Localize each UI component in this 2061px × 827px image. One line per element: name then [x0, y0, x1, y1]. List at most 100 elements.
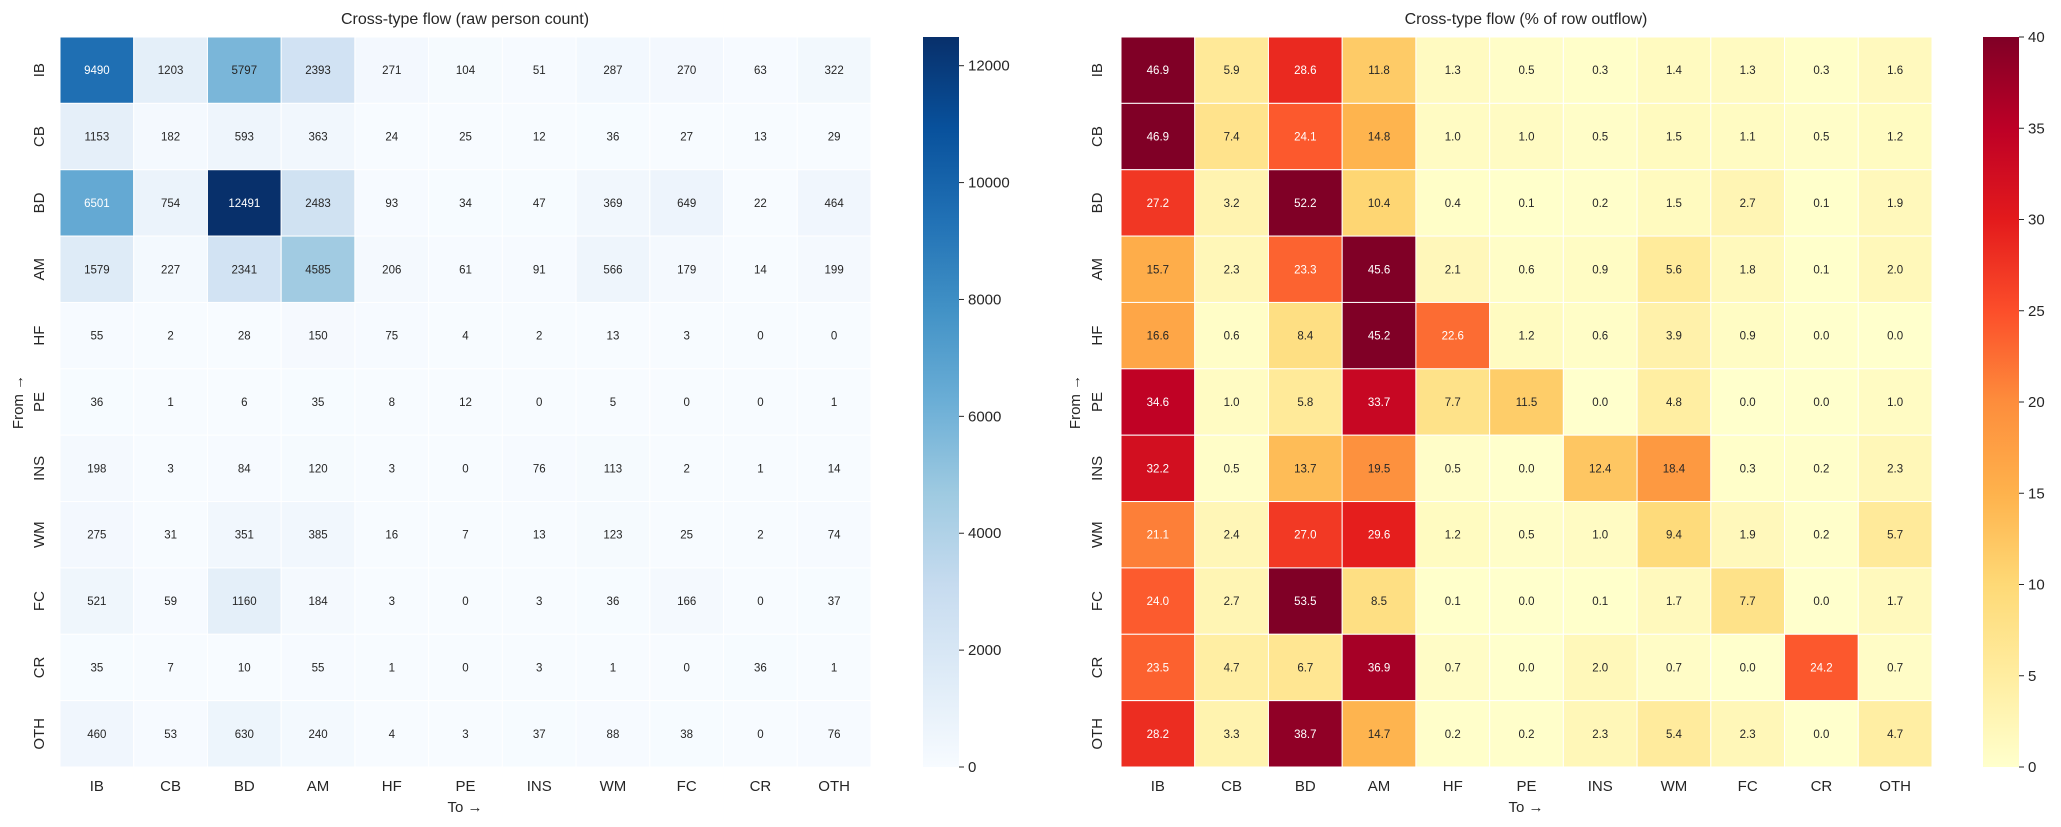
raw-count-cell-label: 12	[533, 132, 546, 144]
raw-count-cell-label: 184	[308, 596, 328, 608]
percent-cell-INS-FC	[1710, 434, 1786, 503]
raw-count-cell-label: 649	[677, 198, 696, 210]
percent-cell-AM-WM	[1636, 235, 1712, 303]
percent-cell-CR-WM	[1636, 633, 1712, 702]
percent-x-axis-label: To →	[1508, 799, 1543, 816]
percent-cell-IB-CB	[1194, 36, 1269, 104]
percent-cell-label: 2.3	[1592, 729, 1608, 741]
percent-cell-label: 45.6	[1368, 264, 1390, 276]
percent-cell-label: 0.4	[1445, 198, 1462, 210]
percent-y-tick-label: IB	[1089, 63, 1106, 77]
percent-cell-label: 2.7	[1224, 596, 1240, 608]
raw-count-cell-HF-INS	[501, 301, 577, 370]
percent-cell-label: 27.2	[1147, 198, 1169, 210]
raw-count-cell-label: 3	[536, 596, 542, 608]
percent-cell-label: 46.9	[1147, 65, 1169, 77]
raw-count-cell-label: 4	[462, 331, 469, 343]
percent-cell-INS-OTH	[1857, 434, 1933, 503]
percent-cell-label: 0.0	[1887, 331, 1903, 343]
raw-count-cell-HF-FC	[649, 301, 725, 370]
raw-count-cell-label: 1	[167, 397, 173, 409]
percent-cell-HF-OTH	[1857, 301, 1933, 370]
percent-x-tick-label: INS	[1588, 778, 1613, 795]
raw-count-cell-OTH-IB	[59, 700, 135, 768]
raw-count-cell-label: 271	[382, 65, 401, 77]
raw-count-cell-AM-CR	[723, 235, 798, 303]
percent-cell-label: 0.5	[1445, 463, 1461, 475]
percent-cell-label: 18.4	[1663, 463, 1686, 475]
raw-count-cell-label: 275	[87, 530, 106, 542]
raw-count-cell-label: 36	[607, 596, 620, 608]
percent-cell-label: 52.2	[1294, 198, 1316, 210]
percent-cell-label: 0.3	[1740, 463, 1756, 475]
raw-count-cell-label: 6501	[84, 198, 110, 210]
raw-count-cell-label: 0	[462, 662, 468, 674]
raw-count-y-tick-label: BD	[31, 192, 48, 213]
raw-count-cell-HF-CR	[723, 301, 798, 370]
raw-count-cell-INS-INS	[501, 434, 577, 503]
raw-count-cell-label: 2	[536, 331, 542, 343]
raw-count-cell-label: 3	[536, 662, 542, 674]
raw-count-cell-AM-AM	[280, 235, 356, 303]
raw-count-cell-OTH-FC	[649, 700, 725, 768]
raw-count-cell-CB-OTH	[796, 102, 872, 171]
raw-count-cell-label: 0	[757, 596, 763, 608]
raw-count-cell-label: 182	[161, 132, 180, 144]
percent-cell-WM-HF	[1415, 501, 1491, 569]
raw-count-cell-label: 4	[389, 729, 396, 741]
percent-cell-label: 6.7	[1297, 662, 1313, 674]
raw-count-cell-FC-IB	[59, 567, 135, 635]
raw-count-cell-BD-PE	[428, 169, 503, 237]
raw-count-colorbar-tick-label: 4000	[968, 525, 1001, 542]
raw-count-cell-INS-CB	[133, 434, 208, 503]
raw-count-cell-WM-IB	[59, 501, 135, 569]
percent-cell-label: 0.5	[1592, 132, 1608, 144]
percent-cell-label: 23.3	[1294, 264, 1316, 276]
percent-cell-AM-AM	[1341, 235, 1417, 303]
raw-count-colorbar-tick-label: 8000	[968, 291, 1001, 308]
raw-count-cell-label: 37	[533, 729, 546, 741]
raw-count-cell-FC-INS	[501, 567, 577, 635]
raw-count-cell-label: 566	[603, 264, 622, 276]
raw-count-cell-HF-BD	[206, 301, 282, 370]
raw-count-cell-label: 521	[87, 596, 106, 608]
percent-cell-label: 5.4	[1666, 729, 1683, 741]
raw-count-cell-label: 1203	[158, 65, 184, 77]
raw-count-cell-label: 2483	[305, 198, 331, 210]
raw-count-cell-label: 322	[825, 65, 844, 77]
raw-count-cell-label: 13	[754, 132, 767, 144]
raw-count-y-tick-label: FC	[31, 591, 48, 611]
raw-count-cell-label: 84	[238, 463, 251, 475]
percent-cell-PE-AM	[1341, 368, 1417, 436]
percent-cell-label: 1.3	[1740, 65, 1756, 77]
raw-count-cell-CR-BD	[206, 633, 282, 702]
percent-cell-AM-BD	[1267, 235, 1343, 303]
percent-cell-HF-WM	[1636, 301, 1712, 370]
raw-count-colorbar-tick-label: 0	[968, 759, 976, 776]
percent-cell-label: 0.2	[1445, 729, 1461, 741]
percent-cell-label: 1.1	[1740, 132, 1756, 144]
raw-count-cell-label: 12	[459, 397, 472, 409]
raw-count-cell-label: 227	[161, 264, 180, 276]
percent-cell-label: 0.1	[1813, 198, 1829, 210]
percent-cell-CR-PE	[1489, 633, 1564, 702]
percent-cell-PE-OTH	[1857, 368, 1933, 436]
percent-cell-label: 0.6	[1519, 264, 1535, 276]
percent-colorbar-tick-label: 0	[2028, 759, 2036, 776]
percent-cell-label: 53.5	[1294, 596, 1316, 608]
raw-count-cell-IB-AM	[280, 36, 356, 104]
raw-count-cell-OTH-OTH	[796, 700, 872, 768]
raw-count-cell-label: 14	[828, 463, 841, 475]
raw-count-cell-WM-CR	[723, 501, 798, 569]
percent-cell-label: 1.7	[1887, 596, 1903, 608]
raw-count-cell-label: 0	[683, 397, 689, 409]
percent-cell-label: 8.5	[1371, 596, 1387, 608]
raw-count-cell-OTH-CR	[723, 700, 798, 768]
percent-x-tick-label: HF	[1443, 778, 1463, 795]
percent-cell-label: 0.5	[1519, 65, 1535, 77]
raw-count-x-tick-label: BD	[234, 778, 255, 795]
raw-count-x-axis-label: To →	[447, 799, 482, 816]
percent-x-tick-label: PE	[1516, 778, 1536, 795]
raw-count-cell-label: 270	[677, 65, 696, 77]
percent-cell-label: 45.2	[1368, 331, 1390, 343]
